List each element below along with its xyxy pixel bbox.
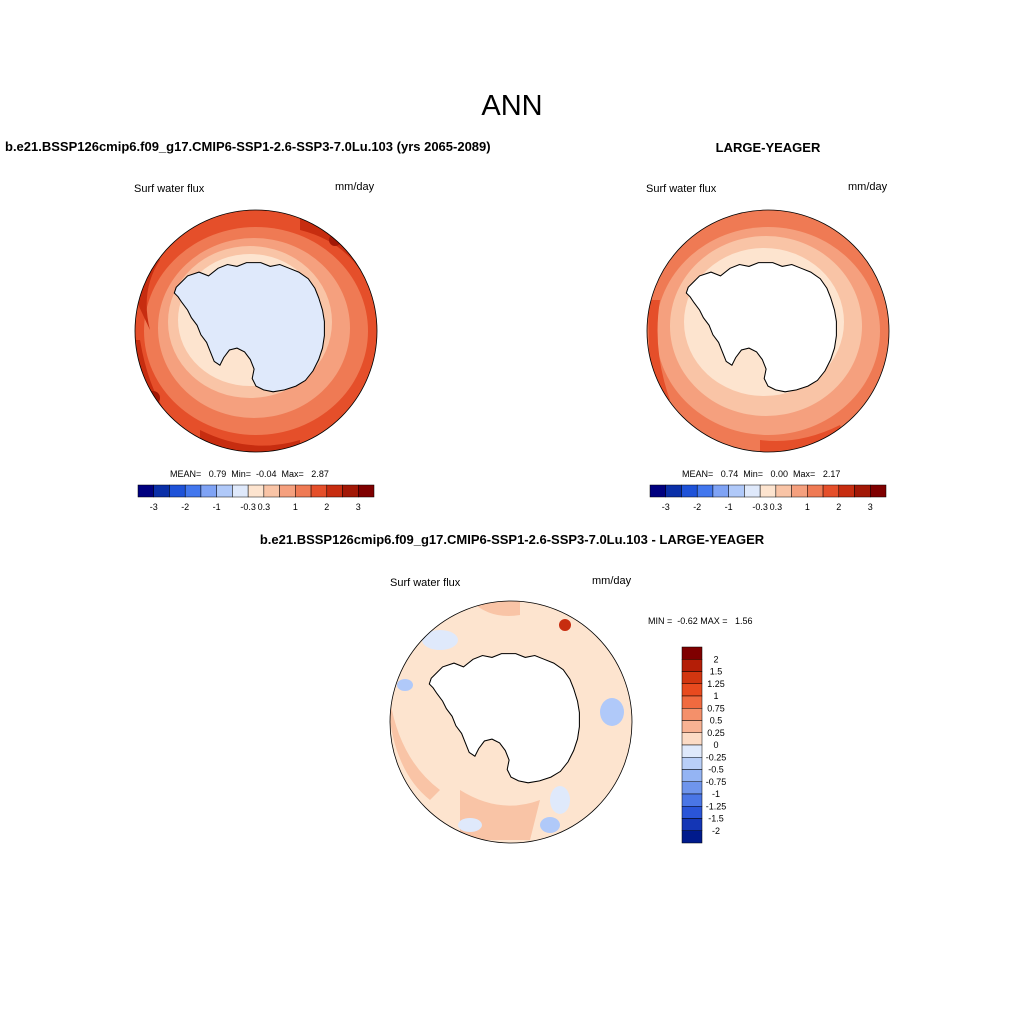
colorbar-tick-label: 3 <box>868 502 873 512</box>
colorbar-tick-label: 2 <box>713 654 718 664</box>
colorbar-swatch <box>681 793 703 807</box>
variable-label-control: Surf water flux <box>646 183 717 195</box>
colorbar-test: -3 -2 -1 -0.3 0.3 1 2 3 <box>137 484 375 512</box>
colorbar-swatch <box>665 484 682 498</box>
colorbar-tick-label: 0.3 <box>770 502 783 512</box>
colorbar-swatch <box>310 484 328 498</box>
colorbar-swatch <box>169 484 186 498</box>
colorbar-tick-label: -1.5 <box>708 814 724 824</box>
colorbar-swatch <box>759 484 777 498</box>
colorbar-tick-label: -0.5 <box>708 765 724 775</box>
colorbar-diff: 2 1.5 1.25 1 0.75 0.5 0.25 0 -0.25 -0.5 -0.75 -1 -1.… <box>681 646 727 844</box>
colorbar-swatch <box>870 484 887 498</box>
colorbar-tick-label: 1 <box>805 502 810 512</box>
colorbar-swatch <box>153 484 170 498</box>
map-test <box>135 210 377 452</box>
colorbar-tick-label: -2 <box>712 826 720 836</box>
colorbar-swatch <box>744 484 761 498</box>
colorbar-tick-label: 3 <box>356 502 361 512</box>
colorbar-tick-label: 1 <box>293 502 298 512</box>
colorbar-tick-label: -1 <box>725 502 733 512</box>
colorbar-swatch <box>681 683 703 697</box>
units-label-test: mm/day <box>335 181 375 193</box>
colorbar-swatch <box>712 484 729 498</box>
colorbar-swatch <box>791 484 808 498</box>
colorbar-swatch <box>358 484 375 498</box>
colorbar-tick-label: -0.25 <box>706 752 727 762</box>
colorbar-swatch <box>247 484 265 498</box>
colorbar-tick-label: 0.75 <box>707 703 725 713</box>
colorbar-swatch <box>200 484 217 498</box>
units-label-control: mm/day <box>848 181 888 193</box>
colorbar-swatch <box>681 659 703 672</box>
colorbar-tick-label: -3 <box>150 502 158 512</box>
colorbar-tick-label: 2 <box>324 502 329 512</box>
colorbar-tick-label: -0.75 <box>706 777 727 787</box>
colorbar-swatch <box>838 484 855 498</box>
colorbar-swatch <box>681 806 703 819</box>
colorbar-tick-label: 0.3 <box>258 502 271 512</box>
colorbar-swatch <box>807 484 824 498</box>
colorbar-tick-label: -2 <box>693 502 701 512</box>
colorbar-tick-label: 1 <box>713 691 718 701</box>
colorbar-swatch <box>184 484 202 498</box>
colorbar-swatch <box>137 484 154 498</box>
colorbar-tick-label: -1.25 <box>706 801 727 811</box>
colorbar-tick-label: -3 <box>662 502 670 512</box>
colorbar-swatch <box>681 818 703 831</box>
colorbar-swatch <box>681 757 703 770</box>
colorbar-swatch <box>681 732 703 746</box>
colorbar-swatch <box>681 484 698 498</box>
colorbar-tick-label: 2 <box>836 502 841 512</box>
colorbar-swatch <box>854 484 871 498</box>
colorbar-swatch <box>681 769 703 782</box>
colorbar-swatch <box>295 484 312 498</box>
stats-control: MEAN= 0.74 Min= 0.00 Max= 2.17 <box>682 469 841 479</box>
colorbar-tick-label: 0.5 <box>710 716 723 726</box>
variable-label-diff: Surf water flux <box>390 577 461 589</box>
colorbar-swatch <box>822 484 840 498</box>
colorbar-swatch <box>681 781 703 795</box>
colorbar-swatch <box>775 484 792 498</box>
variable-label-test: Surf water flux <box>134 183 205 195</box>
stats-test: MEAN= 0.79 Min= -0.04 Max= 2.87 <box>170 469 329 479</box>
colorbar-swatch <box>232 484 249 498</box>
colorbar-swatch <box>696 484 714 498</box>
colorbar-swatch <box>681 720 703 733</box>
colorbar-swatch <box>681 744 703 758</box>
colorbar-tick-label: 0.25 <box>707 728 725 738</box>
colorbar-tick-label: -1 <box>712 789 720 799</box>
colorbar-swatch <box>728 484 745 498</box>
stats-diff: MIN = -0.62 MAX = 1.56 <box>648 616 753 626</box>
colorbar-swatch <box>263 484 280 498</box>
panel-title-diff: b.e21.BSSP126cmip6.f09_g17.CMIP6-SSP1-2.… <box>259 532 765 547</box>
units-label-diff: mm/day <box>592 575 632 587</box>
main-title: ANN <box>481 90 543 122</box>
colorbar-tick-label: 1.25 <box>707 679 725 689</box>
colorbar-swatch <box>681 695 703 709</box>
colorbar-swatch <box>216 484 233 498</box>
panel-title-test: b.e21.BSSP126cmip6.f09_g17.CMIP6-SSP1-2.… <box>5 139 491 154</box>
colorbar-control: -3 -2 -1 -0.3 0.3 1 2 3 <box>649 484 887 512</box>
colorbar-swatch <box>681 646 703 660</box>
colorbar-swatch <box>681 830 703 844</box>
colorbar-tick-label: -1 <box>213 502 221 512</box>
colorbar-swatch <box>681 708 703 721</box>
colorbar-swatch <box>649 484 666 498</box>
colorbar-swatch <box>326 484 343 498</box>
colorbar-tick-label: -0.3 <box>240 502 256 512</box>
colorbar-swatch <box>279 484 296 498</box>
colorbar-tick-label: 0 <box>713 740 718 750</box>
colorbar-tick-label: 1.5 <box>710 667 723 677</box>
colorbar-tick-label: -0.3 <box>752 502 768 512</box>
colorbar-swatch <box>342 484 359 498</box>
map-control <box>647 210 889 452</box>
colorbar-tick-label: -2 <box>181 502 189 512</box>
colorbar-swatch <box>681 671 703 684</box>
panel-title-control: LARGE-YEAGER <box>715 140 821 155</box>
